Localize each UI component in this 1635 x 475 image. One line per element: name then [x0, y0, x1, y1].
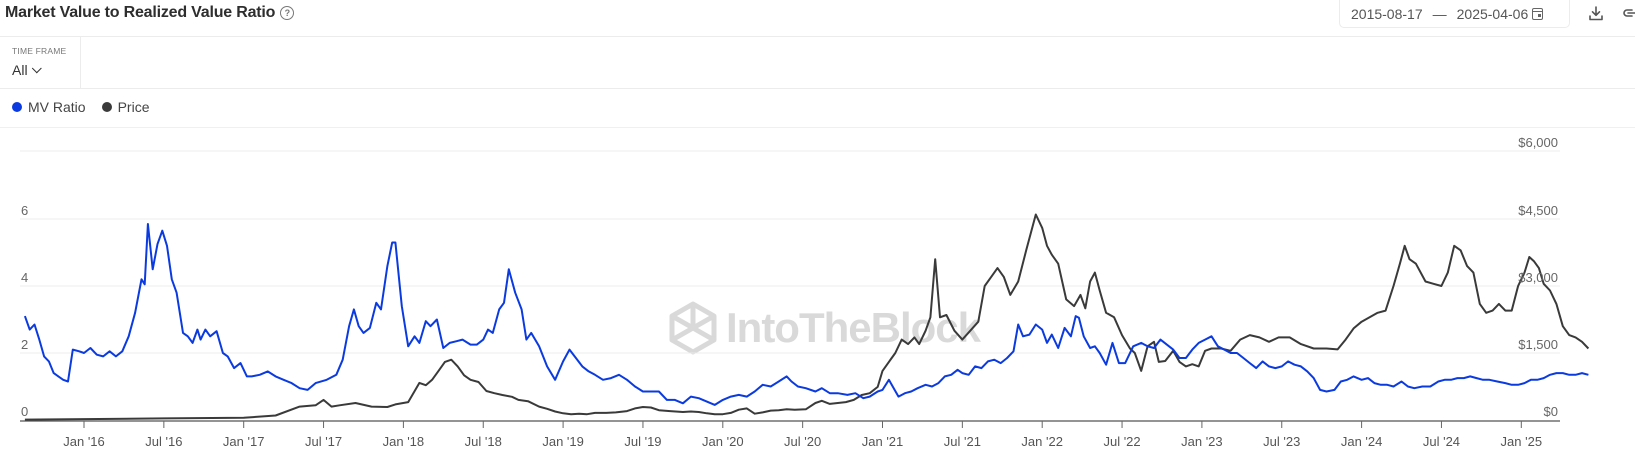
legend-item-price[interactable]: Price: [101, 99, 150, 115]
y-left-tick-label: 2: [21, 337, 29, 352]
x-tick-label: Jul '19: [624, 434, 662, 449]
x-tick-label: Jul '20: [784, 434, 822, 449]
x-tick-label: Jul '17: [304, 434, 343, 449]
x-tick-label: Jul '23: [1263, 434, 1301, 449]
x-tick-label: Jul '22: [1103, 434, 1141, 449]
timeframe-filter: TIME FRAME All: [0, 37, 81, 88]
x-tick-label: Jan '22: [1021, 434, 1063, 449]
page-title: Market Value to Realized Value Ratio ?: [5, 4, 295, 22]
legend-dot-icon: [12, 102, 22, 112]
legend-item-mv-ratio[interactable]: MV Ratio: [12, 99, 86, 115]
date-range-picker[interactable]: 2015-08-17 — 2025-04-06: [1339, 0, 1570, 28]
x-tick-label: Jul '18: [464, 434, 502, 449]
watermark: IntoTheBlock: [668, 301, 981, 355]
title-text: Market Value to Realized Value Ratio: [5, 4, 276, 21]
legend-label: Price: [117, 99, 150, 115]
watermark-text: IntoTheBlock: [726, 304, 981, 351]
share-icon[interactable]: [1622, 5, 1635, 22]
y-right-tick-label: $6,000: [1518, 135, 1558, 150]
x-tick-label: Jul '16: [145, 434, 183, 449]
intotheblock-logo-icon: [669, 301, 717, 355]
legend-dot-icon: [101, 102, 112, 112]
date-separator: —: [1432, 5, 1447, 22]
download-icon[interactable]: [1588, 5, 1604, 22]
date-from[interactable]: 2015-08-17: [1351, 5, 1423, 22]
x-tick-label: Jul '24: [1422, 434, 1461, 449]
divider: [0, 88, 1635, 89]
y-right-tick-label: $0: [1543, 404, 1558, 419]
x-tick-label: Jan '23: [1181, 434, 1223, 449]
y-left-tick-label: 0: [21, 404, 29, 419]
x-tick-label: Jan '19: [542, 434, 584, 449]
timeframe-value[interactable]: All: [12, 62, 28, 78]
x-tick-label: Jan '21: [861, 434, 904, 449]
x-tick-label: Jul '21: [943, 434, 981, 449]
x-tick-label: Jan '18: [382, 434, 425, 449]
y-right-tick-label: $4,500: [1518, 203, 1558, 218]
x-tick-label: Jan '25: [1500, 434, 1543, 449]
chart-header: Market Value to Realized Value Ratio ? 2…: [0, 0, 1635, 37]
date-to[interactable]: 2025-04-06: [1456, 5, 1529, 22]
x-tick-label: Jan '20: [702, 434, 744, 449]
timeframe-dropdown[interactable]: All: [12, 62, 42, 78]
y-right-tick-label: $3,000: [1518, 270, 1558, 285]
y-left-tick-label: 6: [21, 203, 29, 218]
timeframe-label: TIME FRAME: [12, 46, 67, 56]
legend-label: MV Ratio: [28, 99, 86, 115]
calendar-icon[interactable]: [1532, 7, 1544, 20]
question-circle-icon[interactable]: ?: [280, 6, 295, 20]
price-line[interactable]: [24, 213, 1590, 421]
x-tick-label: Jan '17: [222, 434, 265, 449]
y-right-tick-label: $1,500: [1518, 337, 1558, 352]
chart-legend: MV Ratio Price: [12, 99, 149, 115]
divider: [0, 127, 1635, 128]
y-left-tick-label: 4: [21, 270, 29, 285]
x-tick-label: Jan '16: [63, 434, 105, 449]
mv-ratio-line[interactable]: [23, 223, 1589, 406]
x-tick-label: Jan '24: [1340, 434, 1383, 449]
